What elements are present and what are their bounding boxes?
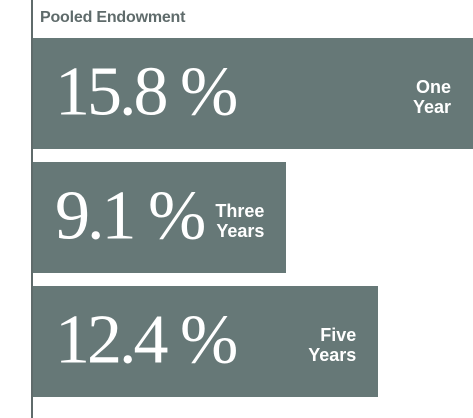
bar: 12.4 % Five Years [33, 286, 379, 397]
value-label: 15.8 % [55, 52, 238, 130]
category-label: Five Years [308, 324, 357, 365]
category-label: Three Years [215, 200, 265, 241]
chart-title: Pooled Endowment [40, 9, 186, 26]
bar: 9.1 % Three Years [33, 162, 287, 273]
bar: 15.8 % One Year [33, 38, 473, 149]
value-label: 12.4 % [55, 300, 238, 378]
value-label: 9.1 % [55, 176, 206, 254]
category-label: One Year [412, 76, 451, 117]
axis-line [31, 0, 33, 418]
